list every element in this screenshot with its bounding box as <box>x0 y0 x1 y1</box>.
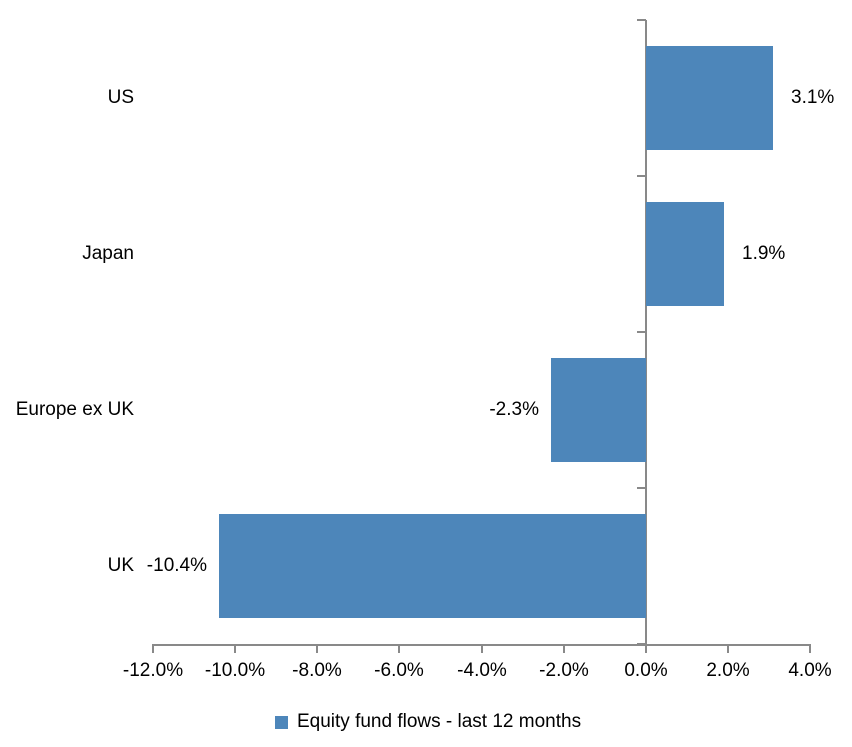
y-axis-tick <box>637 487 646 489</box>
x-tick-label: -8.0% <box>292 660 342 681</box>
x-tick-label: -2.0% <box>539 660 589 681</box>
legend: Equity fund flows - last 12 months <box>275 710 581 734</box>
x-tick-label: 4.0% <box>788 660 832 681</box>
x-axis-tick <box>727 644 729 653</box>
value-label-japan: 1.9% <box>742 243 786 264</box>
x-axis-tick <box>316 644 318 653</box>
x-axis-tick <box>152 644 154 653</box>
x-tick-label: 0.0% <box>624 660 668 681</box>
bar-japan <box>646 202 724 306</box>
x-axis-tick <box>481 644 483 653</box>
legend-swatch-icon <box>275 715 288 729</box>
bar-uk <box>219 514 646 618</box>
value-label-europe-ex-uk: -2.3% <box>489 399 539 420</box>
category-label-europe-ex-uk: Europe ex UK <box>15 399 134 420</box>
category-label-japan: Japan <box>82 243 134 264</box>
y-axis-tick <box>637 175 646 177</box>
y-axis-tick <box>637 331 646 333</box>
value-label-uk: -10.4% <box>146 555 207 576</box>
category-label-uk: UK <box>107 555 134 576</box>
x-tick-label: 2.0% <box>706 660 750 681</box>
x-tick-label: -4.0% <box>457 660 507 681</box>
value-label-us: 3.1% <box>791 87 835 108</box>
x-tick-label: -10.0% <box>204 660 266 681</box>
x-axis-tick <box>645 644 647 653</box>
y-axis-tick <box>637 19 646 21</box>
x-axis-tick <box>398 644 400 653</box>
legend-label: Equity fund flows - last 12 months <box>297 711 582 732</box>
category-label-us: US <box>107 87 134 108</box>
x-tick-label: -6.0% <box>374 660 424 681</box>
bar-us <box>646 46 773 150</box>
y-axis-tick <box>637 643 646 645</box>
x-axis-tick <box>809 644 811 653</box>
x-axis-tick <box>234 644 236 653</box>
x-tick-label: -12.0% <box>122 660 184 681</box>
x-axis-tick <box>563 644 565 653</box>
y-axis-line <box>645 20 647 646</box>
bar-europe-ex-uk <box>551 358 646 462</box>
